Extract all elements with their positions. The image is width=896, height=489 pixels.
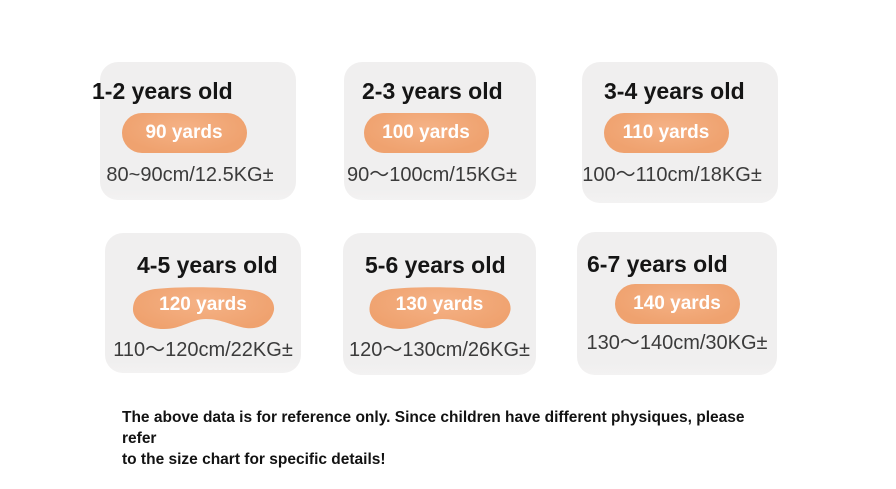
size-badge-label: 140 yards: [633, 293, 721, 314]
height-weight-range: 110〜120cm/22KG±: [113, 339, 293, 361]
size-badge: 100 yards: [363, 113, 489, 153]
height-weight-range: 100〜110cm/18KG±: [582, 164, 762, 186]
height-weight-range: 90〜100cm/15KG±: [347, 164, 517, 186]
size-card-3-4-years: 3-4 years old 110 yards 100〜110cm/18KG±: [582, 62, 778, 203]
disclaimer-text: The above data is for reference only. Si…: [122, 409, 745, 468]
size-badge: 130 yards: [366, 285, 514, 331]
age-label: 3-4 years old: [604, 78, 745, 104]
size-badge: 110 yards: [603, 113, 729, 153]
size-card-4-5-years: 4-5 years old 120 yards 110〜120cm/22KG±: [105, 233, 301, 373]
age-label: 2-3 years old: [362, 78, 503, 104]
size-badge-label: 120 yards: [159, 294, 247, 315]
age-label: 6-7 years old: [587, 251, 728, 277]
height-weight-range: 80~90cm/12.5KG±: [106, 164, 274, 186]
size-card-6-7-years: 6-7 years old 140 yards 130〜140cm/30KG±: [577, 232, 777, 375]
size-badge-label: 100 yards: [382, 122, 470, 143]
size-badge-label: 130 yards: [395, 294, 484, 315]
size-badge: 120 yards: [129, 285, 277, 331]
age-label: 1-2 years old: [92, 78, 233, 104]
size-badge: 90 yards: [121, 113, 247, 153]
size-badge-label: 110 yards: [622, 122, 710, 143]
size-badge-label: 90 yards: [145, 122, 223, 143]
age-label: 5-6 years old: [365, 252, 506, 278]
size-card-1-2-years: 1-2 years old 90 yards 80~90cm/12.5KG±: [92, 62, 296, 200]
height-weight-range: 130〜140cm/30KG±: [586, 332, 768, 354]
age-label: 4-5 years old: [137, 252, 278, 278]
height-weight-range: 120〜130cm/26KG±: [348, 339, 531, 361]
size-card-5-6-years: 5-6 years old 130 yards 120〜130cm/26KG±: [343, 233, 536, 375]
size-badge: 140 yards: [614, 284, 740, 324]
size-card-2-3-years: 2-3 years old 100 yards 90〜100cm/15KG±: [344, 62, 536, 200]
